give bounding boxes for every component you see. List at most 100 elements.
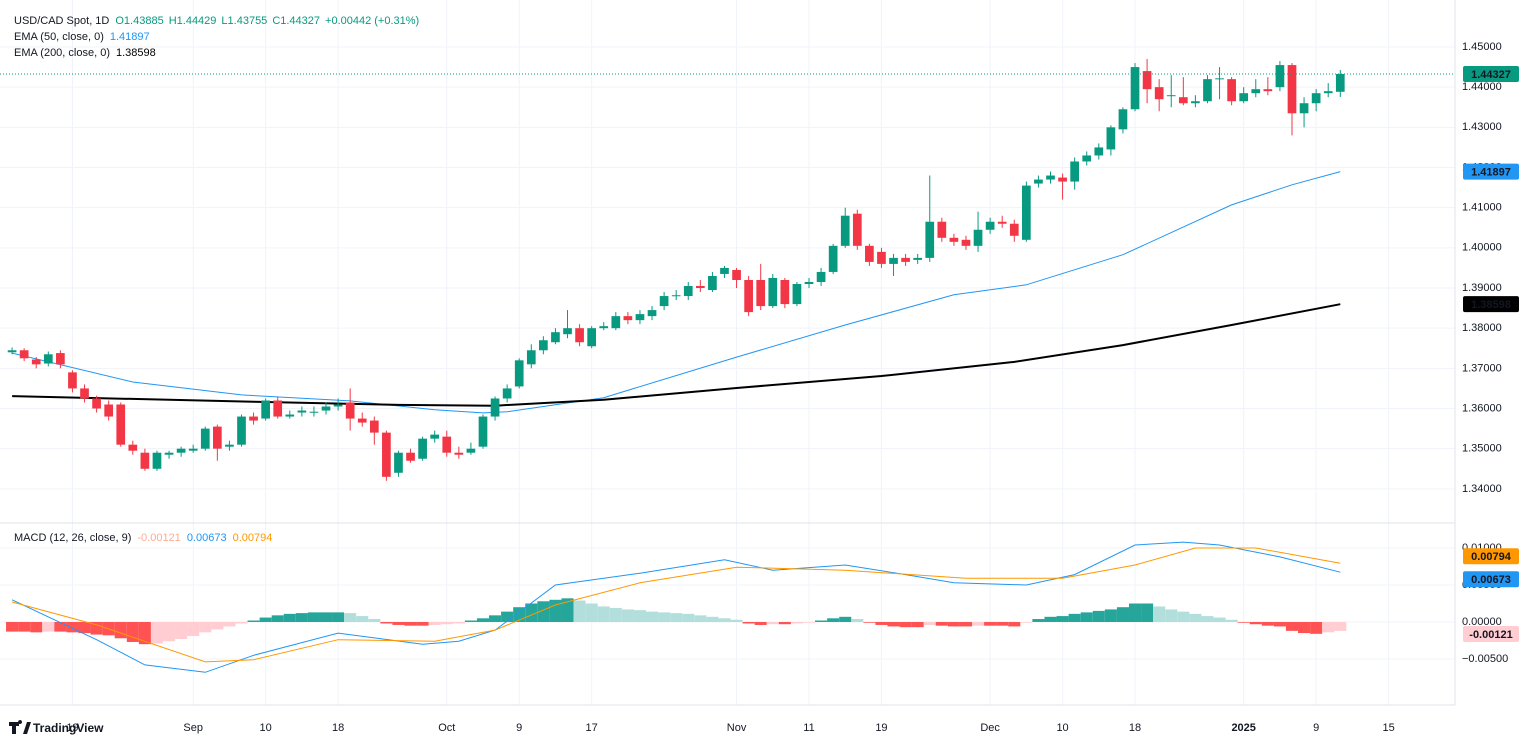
open-label: O1.43885	[115, 15, 163, 27]
candle-body	[1178, 97, 1188, 104]
candle-body	[1022, 185, 1031, 240]
macd-histogram-bar	[211, 621, 224, 630]
macd-histogram-bar	[271, 615, 284, 622]
ema200-legend: EMA (200, close, 0) 1.38598	[14, 47, 156, 59]
macd-histogram-bar	[78, 621, 91, 634]
price-tick-label: 1.40000	[1462, 242, 1502, 254]
price-tick-label: 1.37000	[1462, 362, 1502, 374]
macd-histogram-bar	[283, 613, 296, 622]
candle-body	[1287, 65, 1297, 114]
macd-histogram-bar	[996, 621, 1009, 626]
candle-body	[889, 257, 898, 264]
macd-histogram-bar	[428, 621, 441, 625]
candle-body	[104, 404, 114, 417]
close-label: C1.44327	[272, 15, 320, 27]
macd-histogram-bar	[573, 600, 586, 622]
macd-histogram-bar	[1141, 603, 1154, 622]
price-tick-label: 1.34000	[1462, 483, 1502, 495]
macd-histogram-bar	[1298, 621, 1311, 634]
candle-body	[394, 452, 403, 473]
candle-body	[720, 267, 729, 274]
candle-body	[961, 239, 971, 246]
candle-body	[780, 279, 790, 305]
macd-histogram-bar	[1322, 621, 1335, 633]
candle-body	[68, 372, 77, 389]
ema200-name: EMA (200, close, 0)	[14, 47, 110, 59]
time-tick-label: 11	[803, 722, 814, 734]
macd-histogram-bar	[30, 621, 43, 633]
macd-histogram-bar	[150, 621, 164, 644]
macd-histogram-bar	[1044, 616, 1057, 622]
macd-histogram-bar	[404, 621, 417, 626]
price-tick-label: 1.45000	[1462, 41, 1502, 53]
candle-body	[406, 452, 415, 461]
signal-value: 0.00794	[233, 532, 273, 544]
macd-histogram-bar	[984, 621, 997, 626]
candle-body	[587, 328, 597, 347]
macd-tag-bg	[1463, 571, 1519, 588]
macd-histogram-bar	[319, 612, 333, 622]
time-tick-label: 18	[332, 722, 344, 734]
time-tick-label: 19	[66, 722, 78, 734]
candle-body	[176, 448, 186, 453]
candle-body	[865, 245, 874, 262]
time-tick-label: Oct	[438, 722, 455, 734]
candle-body	[1275, 65, 1285, 88]
candle-body	[973, 229, 983, 246]
macd-histogram-bar	[1080, 612, 1093, 622]
candle-body	[695, 286, 705, 289]
time-tick-label: 9	[516, 722, 522, 734]
macd-histogram-bar	[947, 621, 960, 627]
candle-body	[901, 257, 910, 262]
macd-histogram-bar	[633, 610, 646, 622]
macd-histogram-bar	[66, 621, 79, 633]
candle-body	[671, 295, 681, 297]
macd-histogram-bar	[223, 621, 236, 627]
candle-body	[1118, 109, 1128, 130]
macd-histogram-bar	[1008, 621, 1021, 627]
macd-histogram-bar	[1165, 609, 1178, 622]
macd-histogram-bar	[138, 621, 151, 645]
macd-histogram-bar	[1068, 613, 1081, 622]
macd-histogram-bar	[416, 621, 429, 626]
candle-body	[1154, 87, 1164, 100]
candle-body	[212, 426, 222, 449]
macd-tag-bg	[1463, 548, 1519, 565]
candle-body	[539, 340, 548, 351]
macd-histogram-bar	[766, 621, 779, 625]
candle-body	[237, 416, 246, 445]
candle-body	[575, 328, 584, 343]
candle-body	[852, 213, 862, 246]
macd-histogram-bar	[1310, 621, 1323, 634]
candle-body	[840, 215, 850, 246]
candle-body	[152, 452, 162, 469]
high-label: H1.44429	[169, 15, 217, 27]
ema-tag-bg	[1463, 296, 1519, 313]
macd-histogram-bar	[332, 612, 345, 622]
candle-body	[732, 269, 741, 280]
time-tick-label: 9	[1313, 722, 1319, 734]
macd-histogram-bar	[307, 612, 320, 622]
logo-icon	[9, 720, 31, 734]
candle-body	[92, 398, 101, 409]
ema50-name: EMA (50, close, 0)	[14, 31, 104, 43]
macd-histogram-bar	[1128, 603, 1142, 622]
macd-histogram-bar	[392, 621, 405, 625]
candle-body	[31, 359, 41, 365]
macd-histogram-bar	[464, 620, 477, 622]
macd-histogram-bar	[440, 621, 453, 625]
symbol: USD/CAD Spot, 1D	[14, 15, 109, 27]
candle-body	[321, 406, 331, 411]
macd-histogram-bar	[163, 621, 176, 642]
macd-value: 0.00673	[187, 532, 227, 544]
macd-histogram-bar	[1104, 609, 1117, 622]
macd-histogram-bar	[1032, 619, 1045, 622]
candle-body	[659, 296, 669, 307]
macd-histogram-bar	[778, 621, 791, 625]
time-tick-label: 15	[1382, 722, 1394, 734]
symbol-title: USD/CAD Spot, 1D O1.43885 H1.44429 L1.43755…	[14, 15, 419, 27]
macd-histogram-bar	[1020, 621, 1033, 623]
last-price-tag-bg	[1463, 66, 1519, 83]
candle-body	[478, 416, 488, 447]
macd-histogram-bar	[1213, 617, 1226, 622]
